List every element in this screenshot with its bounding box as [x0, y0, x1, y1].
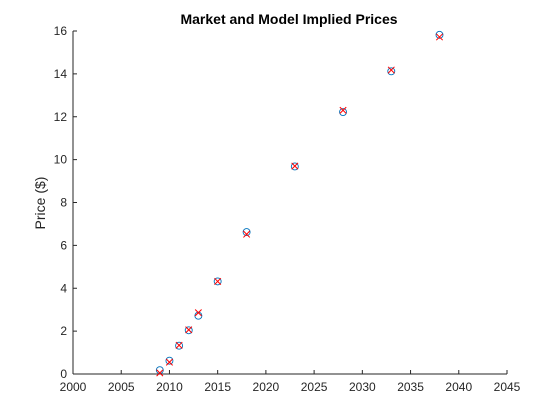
data-point-circle: [242, 228, 251, 237]
x-tick-label: 2000: [60, 380, 87, 394]
data-point-cross: [291, 162, 299, 170]
data-point-circle: [213, 277, 222, 286]
x-tick-label: 2020: [253, 380, 280, 394]
y-tick-label: 12: [54, 110, 68, 124]
data-point-circle: [165, 356, 174, 365]
x-tick-label: 2030: [349, 380, 376, 394]
y-tick-label: 16: [54, 24, 68, 38]
data-point-cross: [185, 326, 193, 334]
data-marks: [155, 30, 444, 377]
axes: 2000 2005 2010 2015 2020 2025 2030 2035 2040 2045…: [54, 24, 521, 394]
data-point-circle: [339, 108, 347, 116]
y-tick-label: 4: [60, 281, 67, 295]
data-point-cross: [387, 66, 395, 74]
x-tick-label: 2005: [108, 380, 135, 394]
x-tick-label: 2010: [156, 380, 183, 394]
x-tick-label: 2045: [494, 380, 521, 394]
data-point-cross: [175, 341, 183, 349]
data-point-cross: [435, 33, 444, 41]
x-tick-label: 2025: [301, 380, 328, 394]
data-point-cross: [243, 230, 251, 238]
data-point-cross: [194, 309, 202, 317]
data-point-circle: [290, 162, 299, 171]
data-point-cross: [165, 358, 173, 366]
y-tick-label: 8: [60, 196, 67, 210]
y-tick-label: 0: [60, 367, 67, 381]
data-point-cross: [339, 106, 347, 114]
data-point-cross: [214, 277, 222, 285]
plot-area: [73, 31, 507, 374]
y-tick-label: 6: [60, 238, 67, 252]
data-point-circle: [387, 67, 396, 76]
data-point-circle: [155, 366, 164, 375]
x-tick-label: 2040: [445, 380, 472, 394]
x-tick-label: 2035: [397, 380, 424, 394]
data-point-circle: [175, 341, 184, 350]
data-point-circle: [184, 326, 193, 335]
y-tick-label: 10: [54, 153, 68, 167]
y-tick-label: 14: [54, 67, 68, 81]
x-tick-label: 2015: [204, 380, 231, 394]
y-tick-label: 2: [60, 324, 67, 338]
data-point-cross: [156, 369, 164, 377]
y-axis-label: Price ($): [32, 177, 48, 230]
chart-title: Market and Model Implied Prices: [180, 11, 397, 27]
data-point-circle: [435, 30, 444, 39]
